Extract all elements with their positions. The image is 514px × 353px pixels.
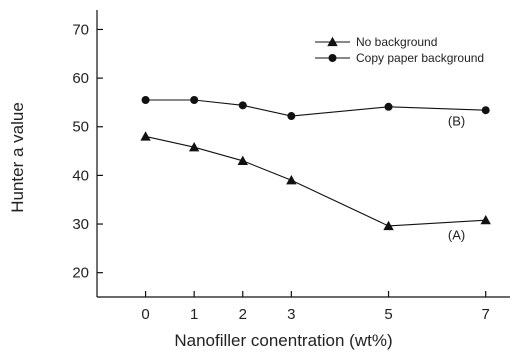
circle-marker (287, 112, 296, 121)
x-tick-label: 1 (190, 306, 198, 323)
data-markers (140, 95, 491, 231)
circle-marker (141, 95, 150, 104)
axis-ticks: 20 30 40 50 60 70 0 1 2 3 5 7 (72, 21, 490, 323)
y-tick-label: 70 (72, 21, 89, 38)
x-tick-label: 2 (239, 306, 247, 323)
y-tick-label: 20 (72, 265, 89, 282)
circle-marker (238, 101, 247, 110)
y-axis-label: Hunter a value (8, 102, 27, 213)
annotation-label: (A) (448, 228, 465, 243)
triangle-marker (237, 155, 248, 165)
triangle-marker (327, 36, 338, 47)
legend-label: Copy paper background (356, 51, 484, 65)
legend: No background Copy paper background (315, 35, 484, 65)
circle-marker (481, 106, 490, 115)
y-tick-label: 50 (72, 119, 89, 136)
triangle-marker (140, 131, 151, 141)
series-line-no-background (145, 135, 486, 227)
x-tick-label: 7 (482, 306, 490, 323)
y-tick-label: 40 (72, 167, 89, 184)
x-tick-label: 3 (287, 306, 295, 323)
triangle-marker (480, 214, 491, 225)
y-tick-label: 60 (72, 70, 89, 87)
triangle-marker (286, 175, 297, 185)
series-line-copy-paper-background (145, 99, 486, 117)
triangle-marker (188, 141, 200, 152)
y-tick-label: 30 (72, 216, 89, 233)
triangle-marker (383, 220, 394, 231)
x-tick-label: 5 (384, 306, 392, 323)
circle-marker (384, 102, 393, 111)
circle-marker (328, 54, 337, 62)
plot-axes (96, 10, 510, 298)
legend-label: No background (356, 35, 437, 49)
annotation-label: (B) (448, 113, 465, 128)
x-axis-label: Nanofiller conentration (wt%) (174, 331, 392, 350)
circle-marker (190, 95, 199, 104)
x-tick-label: 0 (141, 306, 149, 323)
annotations: (A) (B) (448, 113, 465, 242)
series-lines (145, 99, 486, 227)
